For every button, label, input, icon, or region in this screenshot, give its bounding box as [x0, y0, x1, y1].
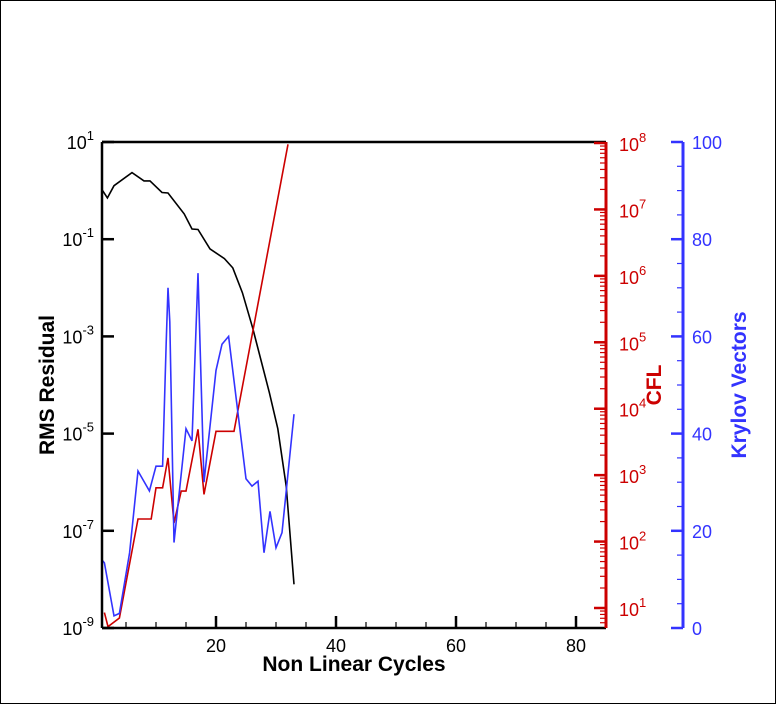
krylov-tick-label: 80 — [692, 230, 712, 250]
x-axis-title: Non Linear Cycles — [262, 653, 445, 676]
left-tick-label: 10-1 — [62, 225, 94, 250]
cfl-tick-label: 106 — [619, 263, 646, 288]
cfl-tick-label: 103 — [619, 462, 646, 487]
cfl-tick-label: 107 — [619, 196, 646, 221]
left-tick-label: 10-3 — [62, 322, 94, 347]
krylov-tick-label: 100 — [692, 133, 722, 153]
cfl-tick-label: 101 — [619, 595, 646, 620]
series-line-rms-residual — [102, 171, 295, 585]
series-line-krylov-vectors — [102, 273, 295, 618]
left-tick-label: 101 — [67, 128, 94, 153]
x-tick-label: 20 — [206, 636, 226, 656]
x-tick-label: 40 — [326, 636, 346, 656]
cfl-tick-label: 105 — [619, 329, 646, 354]
krylov-tick-label: 0 — [692, 619, 702, 639]
krylov-tick-label: 20 — [692, 522, 712, 542]
cfl-tick-label: 108 — [619, 130, 646, 155]
krylov-tick-label: 40 — [692, 425, 712, 445]
cfl-tick-label: 102 — [619, 529, 646, 554]
krylov-axis-title: Krylov Vectors — [728, 311, 751, 458]
x-tick-label: 80 — [566, 636, 586, 656]
krylov-tick-label: 60 — [692, 327, 712, 347]
left-tick-label: 10-5 — [62, 420, 94, 445]
left-tick-label: 10-7 — [62, 517, 94, 542]
left-axis-title: RMS Residual — [36, 315, 59, 455]
x-tick-label: 60 — [446, 636, 466, 656]
cfl-axis-title: CFL — [643, 364, 666, 405]
left-tick-label: 10-9 — [62, 614, 94, 639]
cfl-tick-label: 104 — [619, 396, 646, 421]
series-line-cfl — [103, 144, 289, 628]
